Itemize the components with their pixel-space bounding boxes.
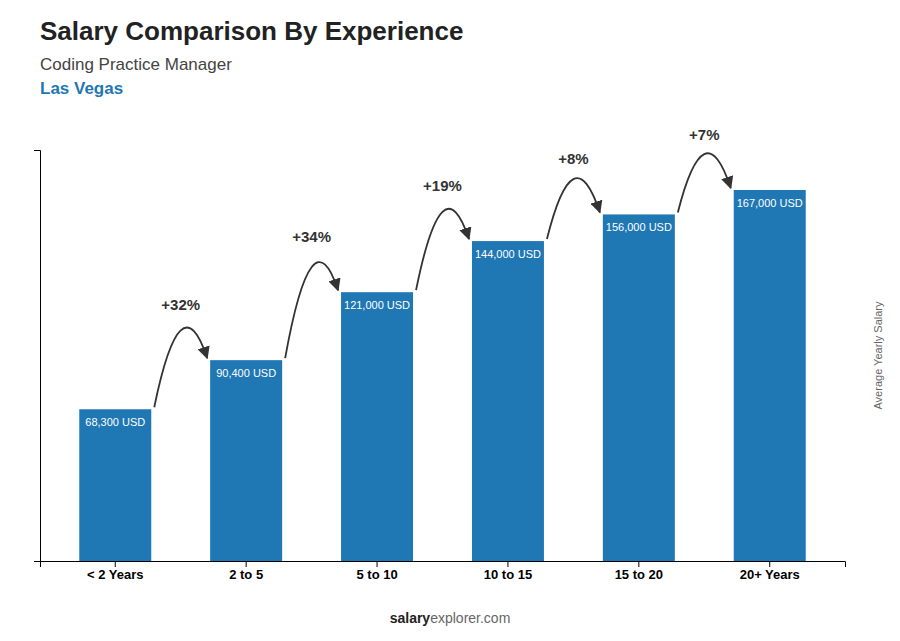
- footer: salaryexplorer.com: [390, 610, 511, 626]
- x-tick-mark: [246, 561, 247, 567]
- x-tick-mark: [507, 561, 508, 567]
- data-label: 156,000 USD: [606, 221, 672, 233]
- x-tick-label: 15 to 20: [615, 567, 663, 582]
- x-tick-label: 2 to 5: [229, 567, 263, 582]
- data-label: 68,300 USD: [85, 416, 145, 428]
- data-label: 90,400 USD: [216, 367, 276, 379]
- x-tick-label: 20+ Years: [740, 567, 800, 582]
- data-label: 121,000 USD: [344, 299, 410, 311]
- x-tick-label: 10 to 15: [484, 567, 532, 582]
- x-tick: 2 to 5: [229, 561, 263, 582]
- x-axis-line: [41, 562, 846, 568]
- x-tick-label: < 2 Years: [87, 567, 144, 582]
- change-label: +34%: [292, 228, 331, 245]
- y-axis-line: [34, 151, 41, 562]
- change-label: +19%: [423, 177, 462, 194]
- change-arrow: [547, 178, 600, 239]
- x-tick: < 2 Years: [87, 561, 144, 582]
- change-arrow: [285, 262, 338, 358]
- x-tick-mark: [377, 561, 378, 567]
- footer-part: explorer.com: [430, 610, 510, 626]
- change-arrow: [678, 153, 731, 212]
- annotations: 68,300 USD 90,400 USD 121,000 USD 144,000 U…: [85, 126, 803, 428]
- x-tick: 20+ Years: [740, 561, 800, 582]
- x-tick-mark: [769, 561, 770, 567]
- city: Las Vegas: [40, 79, 123, 98]
- x-tick-label: 5 to 10: [356, 567, 397, 582]
- x-axis: < 2 Years 2 to 5 5 to 10 10 to 15 15 to 20 20…: [41, 561, 846, 582]
- data-label: 167,000 USD: [737, 197, 803, 209]
- change-label: +8%: [558, 150, 588, 167]
- change-label: +7%: [689, 126, 719, 143]
- x-tick: 15 to 20: [615, 561, 663, 582]
- bar: [341, 292, 413, 561]
- bar: [472, 241, 544, 561]
- y-axis: [34, 151, 41, 562]
- x-tick-mark: [115, 561, 116, 567]
- x-tick-mark: [638, 561, 639, 567]
- bar: [210, 360, 282, 561]
- bar: [79, 409, 151, 561]
- footer-part: salary: [390, 610, 431, 626]
- subtitle: Coding Practice Manager: [40, 55, 232, 74]
- change-label: +32%: [161, 296, 200, 313]
- change-arrow: [154, 328, 207, 408]
- y-axis-title: Average Yearly Salary: [872, 301, 884, 410]
- chart: Salary Comparison By Experience Coding Pr…: [0, 0, 900, 641]
- data-label: 144,000 USD: [475, 248, 541, 260]
- bar: [603, 214, 675, 561]
- plot-area: [79, 190, 805, 561]
- change-arrow: [416, 209, 469, 290]
- title: Salary Comparison By Experience: [40, 16, 463, 46]
- bar: [734, 190, 806, 561]
- x-tick: 5 to 10: [356, 561, 397, 582]
- x-tick: 10 to 15: [484, 561, 532, 582]
